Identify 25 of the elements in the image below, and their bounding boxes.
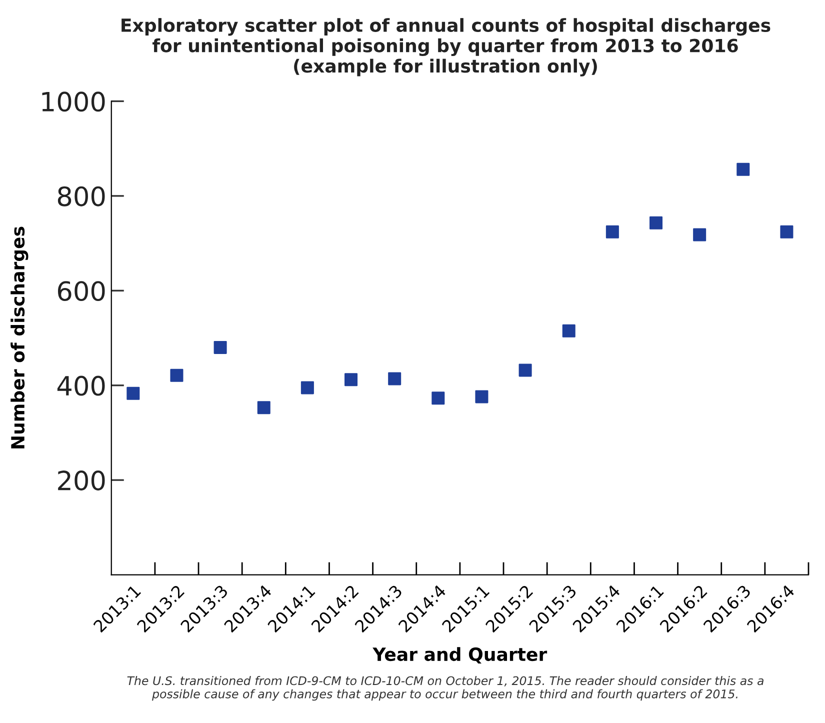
point bbox=[126, 386, 140, 400]
text: The U.S. transitioned from ICD-9-CM to ICD-10-CM on October 1, 2015. The reader should consider this as a possible cause of any changes that appear to occur between the third and fourth quarters of 2015. bbox=[127, 676, 764, 701]
point bbox=[257, 401, 270, 414]
point bbox=[170, 368, 184, 382]
y-axis-title: Number of discharges bbox=[10, 226, 28, 448]
x-axis-title: Year and Quarter bbox=[372, 647, 548, 664]
y-tick-label: 400 bbox=[57, 376, 105, 396]
point bbox=[780, 225, 794, 238]
point bbox=[606, 225, 619, 238]
point bbox=[214, 340, 227, 354]
y-tick-label: 800 bbox=[58, 186, 105, 206]
point bbox=[475, 390, 488, 404]
chart-title: Exploratory scatter plot of annual counts of hospital discharges for unintentional poisoning by quarter from 2013 to 2016 (example for illustration only) bbox=[122, 18, 770, 76]
y-tick-label: 1000 bbox=[42, 92, 105, 112]
point bbox=[300, 381, 314, 394]
point bbox=[388, 372, 402, 386]
point bbox=[432, 392, 445, 405]
y-tick-label: 600 bbox=[58, 281, 105, 302]
point bbox=[650, 216, 663, 230]
point bbox=[736, 162, 750, 176]
point bbox=[693, 228, 706, 242]
point bbox=[562, 324, 576, 338]
point bbox=[344, 373, 358, 386]
y-tick-label: 200 bbox=[58, 470, 105, 490]
point bbox=[518, 364, 532, 377]
